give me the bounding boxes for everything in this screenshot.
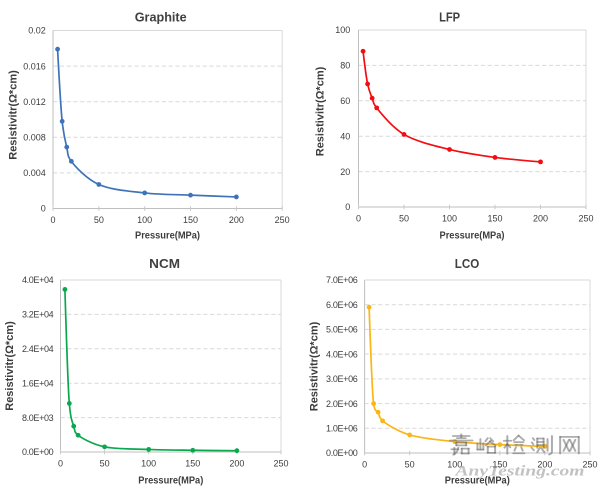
svg-text:50: 50: [399, 213, 409, 223]
svg-text:0.008: 0.008: [23, 133, 46, 143]
svg-text:150: 150: [492, 459, 507, 469]
svg-text:4.0E+06: 4.0E+06: [326, 349, 358, 359]
svg-text:0.0E+00: 0.0E+00: [326, 448, 358, 458]
svg-text:6.0E+06: 6.0E+06: [326, 300, 358, 310]
svg-text:50: 50: [100, 458, 110, 468]
svg-text:20: 20: [340, 167, 350, 177]
svg-text:150: 150: [487, 213, 502, 223]
svg-text:2.0E+06: 2.0E+06: [326, 399, 358, 409]
svg-text:Resistivitr(Ω*cm): Resistivitr(Ω*cm): [315, 66, 327, 156]
svg-text:100: 100: [447, 459, 462, 469]
svg-text:40: 40: [340, 131, 350, 141]
svg-text:100: 100: [335, 25, 350, 35]
svg-text:150: 150: [183, 215, 198, 225]
svg-text:Resistivitr(Ω*cm): Resistivitr(Ω*cm): [4, 321, 16, 411]
svg-text:250: 250: [273, 458, 288, 468]
svg-text:4.0E+04: 4.0E+04: [22, 275, 54, 285]
svg-text:AnyTesting.com: AnyTesting.com: [454, 464, 584, 480]
svg-text:LFP: LFP: [439, 9, 460, 24]
svg-text:250: 250: [582, 459, 597, 469]
svg-text:3.2E+04: 3.2E+04: [22, 310, 54, 320]
svg-text:0: 0: [50, 215, 55, 225]
svg-text:8.0E+03: 8.0E+03: [22, 413, 54, 423]
svg-text:Resistivitr(Ω*cm): Resistivitr(Ω*cm): [7, 70, 19, 160]
svg-text:Graphite: Graphite: [135, 9, 187, 24]
svg-text:2.4E+04: 2.4E+04: [22, 344, 54, 354]
svg-text:0: 0: [58, 458, 63, 468]
svg-text:200: 200: [229, 215, 244, 225]
svg-text:250: 250: [275, 215, 290, 225]
svg-text:LCO: LCO: [455, 256, 480, 271]
svg-text:200: 200: [229, 458, 244, 468]
svg-text:Resistivitr(Ω*cm): Resistivitr(Ω*cm): [308, 321, 320, 411]
svg-text:50: 50: [94, 215, 104, 225]
svg-text:0.004: 0.004: [23, 168, 46, 178]
svg-text:0: 0: [362, 459, 367, 469]
svg-text:150: 150: [185, 458, 200, 468]
svg-text:Pressure(MPa): Pressure(MPa): [440, 230, 505, 241]
svg-text:1.0E+06: 1.0E+06: [326, 423, 358, 433]
svg-text:7.0E+06: 7.0E+06: [326, 275, 358, 285]
svg-text:Pressure(MPa): Pressure(MPa): [135, 231, 200, 242]
svg-text:3.0E+06: 3.0E+06: [326, 374, 358, 384]
svg-text:0.016: 0.016: [23, 61, 46, 71]
svg-text:5.0E+06: 5.0E+06: [326, 325, 358, 335]
svg-text:1.6E+04: 1.6E+04: [22, 378, 54, 388]
svg-text:200: 200: [533, 213, 548, 223]
svg-text:0: 0: [345, 202, 350, 212]
svg-text:80: 80: [340, 61, 350, 71]
svg-text:250: 250: [578, 213, 593, 223]
svg-text:Pressure(MPa): Pressure(MPa): [138, 475, 203, 486]
svg-text:NCM: NCM: [149, 256, 180, 271]
svg-text:60: 60: [340, 96, 350, 106]
svg-text:0.012: 0.012: [23, 97, 46, 107]
svg-text:0.0E+00: 0.0E+00: [22, 447, 54, 457]
svg-text:100: 100: [442, 213, 457, 223]
svg-text:Pressure(MPa): Pressure(MPa): [445, 475, 510, 486]
svg-text:0: 0: [356, 213, 361, 223]
svg-text:0.02: 0.02: [28, 26, 46, 36]
svg-text:100: 100: [137, 215, 152, 225]
svg-text:200: 200: [537, 459, 552, 469]
svg-text:50: 50: [405, 459, 415, 469]
svg-text:100: 100: [141, 458, 156, 468]
svg-text:0: 0: [41, 204, 46, 214]
